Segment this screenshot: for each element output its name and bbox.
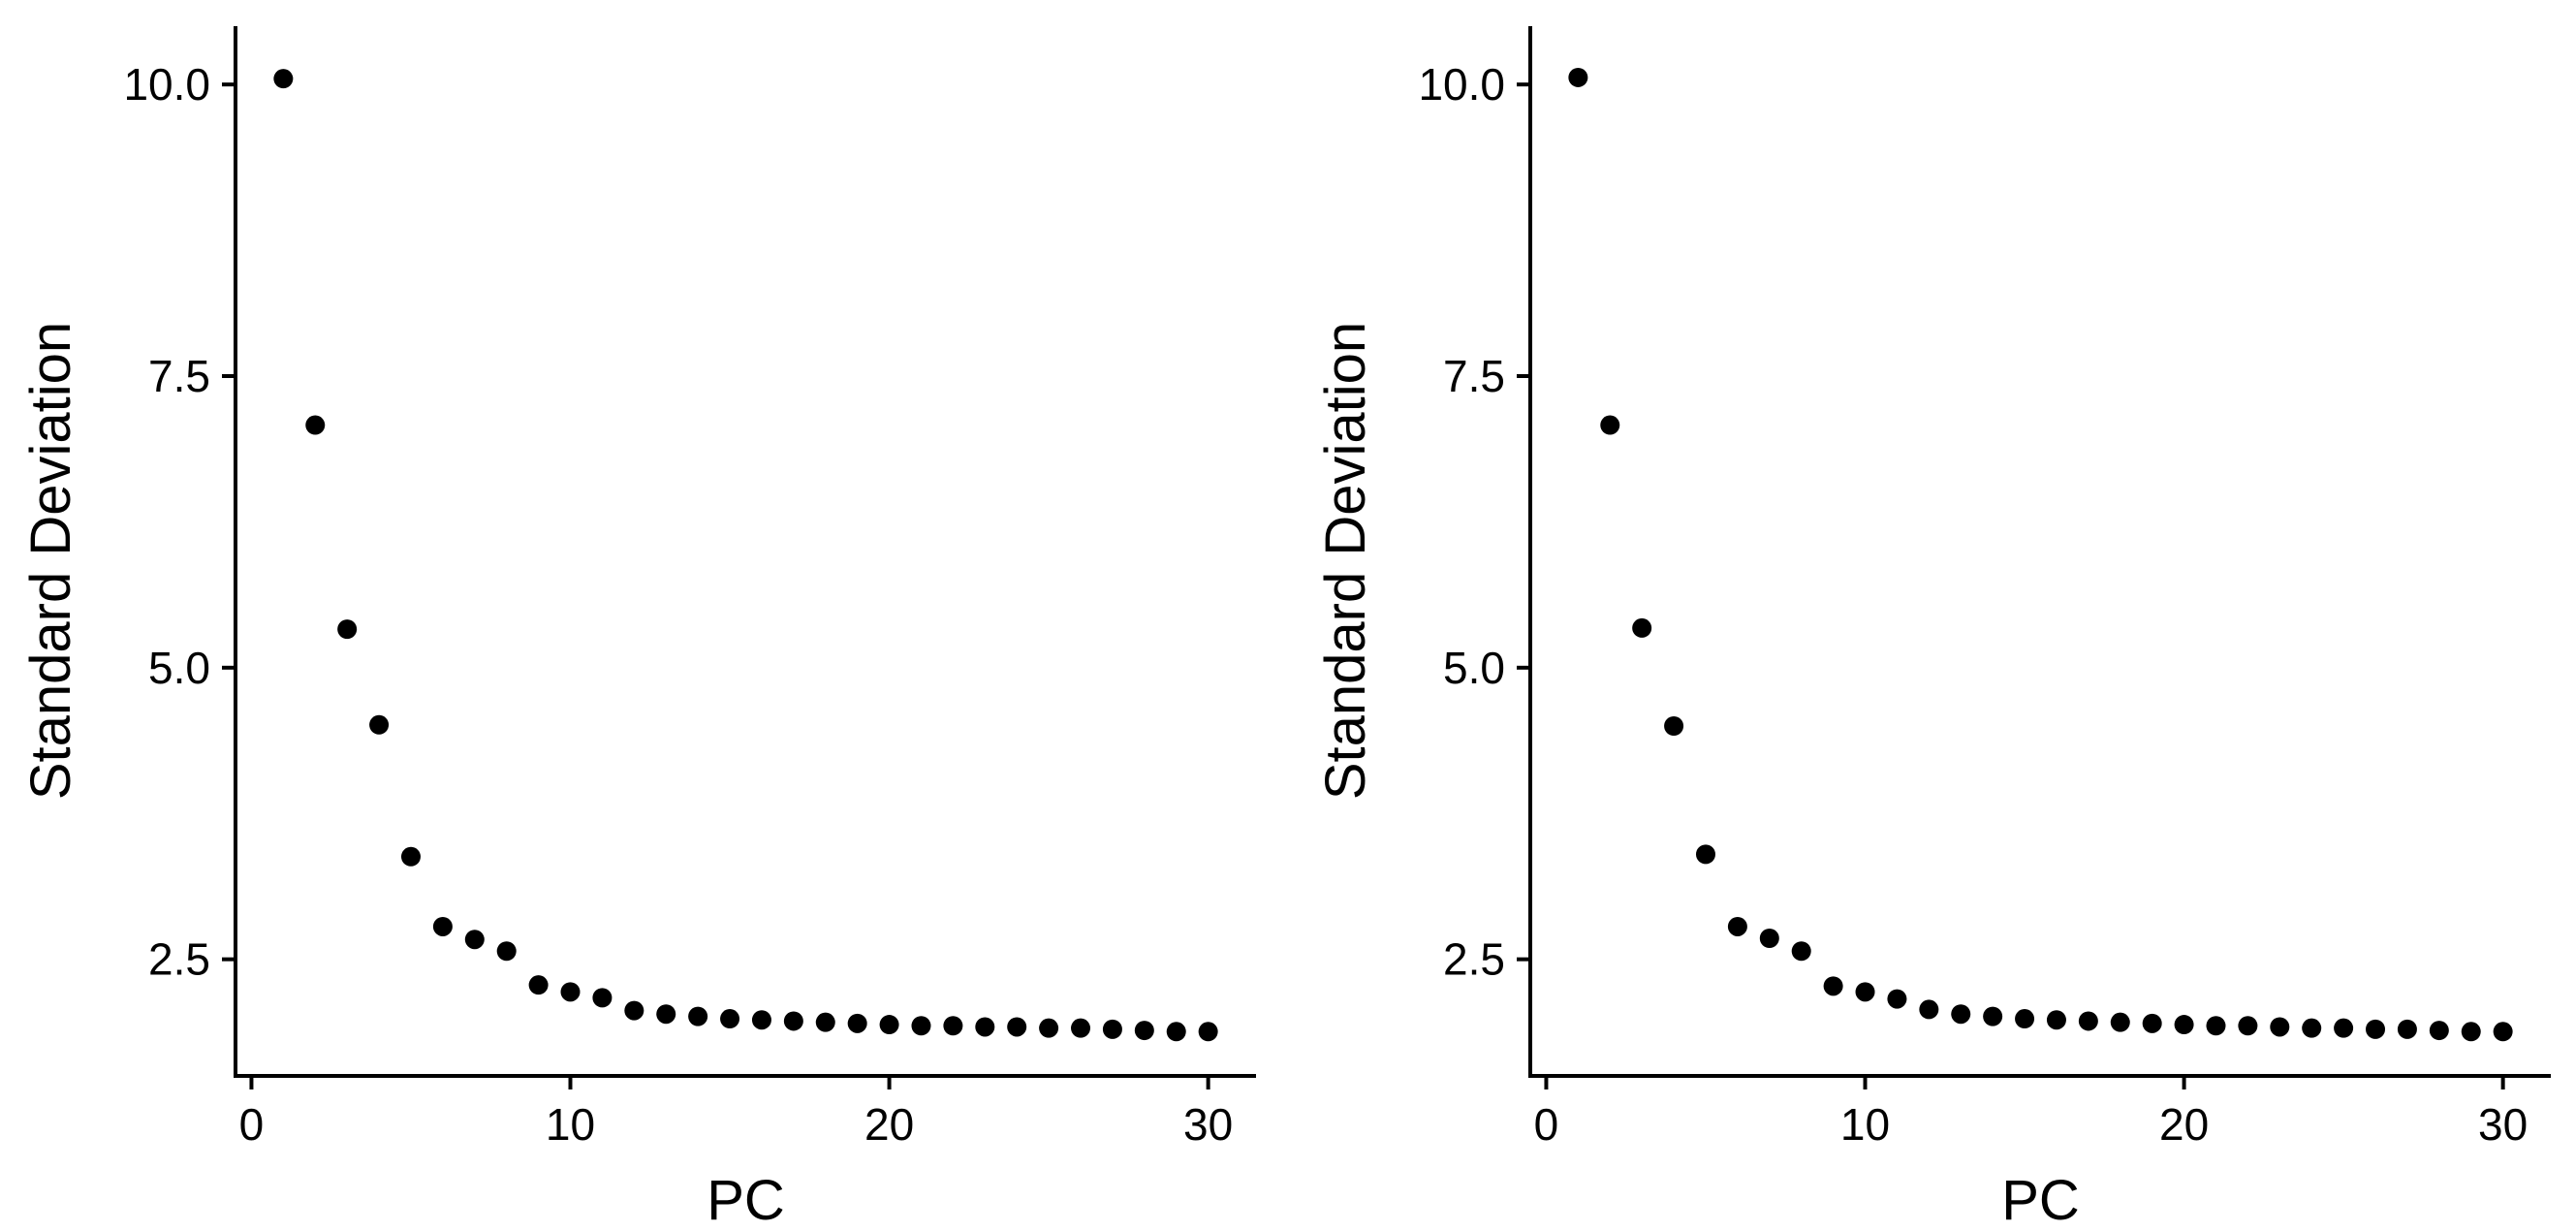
left-x-tick-label: 30 [1183, 1099, 1233, 1150]
left-point-pc3 [337, 619, 358, 640]
right-point-pc11 [1887, 989, 1907, 1009]
right-point-pc20 [2174, 1015, 2194, 1035]
left-point-pc8 [496, 941, 517, 962]
right-x-tick-label: 20 [2159, 1099, 2209, 1150]
left-point-pc22 [943, 1016, 963, 1036]
chart-panel-left: 2.5 5.0 7.5 10.0 0 10 20 30 PC Standard Deviation [19, 26, 1256, 1231]
left-x-tick-label: 10 [546, 1099, 595, 1150]
right-point-pc16 [2046, 1010, 2066, 1030]
left-point-pc28 [1134, 1021, 1154, 1041]
left-point-pc29 [1166, 1022, 1186, 1042]
left-y-tick-label: 10.0 [123, 59, 210, 110]
left-point-pc11 [592, 988, 613, 1008]
right-x-axis-title: PC [2001, 1169, 2080, 1231]
left-point-pc2 [305, 415, 326, 435]
left-point-pc15 [720, 1009, 740, 1029]
left-point-pc18 [815, 1012, 835, 1032]
right-point-pc21 [2206, 1016, 2226, 1036]
scatter-plot-right: 2.5 5.0 7.5 10.0 0 10 20 30 PC Standard Deviation [1314, 26, 2551, 1231]
right-y-tick-label: 5.0 [1443, 643, 1505, 693]
right-point-pc12 [1919, 999, 1939, 1020]
left-y-axis-title: Standard Deviation [19, 322, 82, 800]
left-point-pc4 [369, 714, 390, 735]
right-point-pc10 [1855, 982, 1875, 1002]
right-point-pc19 [2142, 1013, 2162, 1033]
left-point-pc19 [847, 1013, 867, 1033]
right-x-tick-label: 10 [1840, 1099, 1890, 1150]
left-point-pc7 [464, 930, 485, 950]
left-point-pc5 [400, 846, 421, 867]
left-point-pc21 [911, 1016, 931, 1036]
left-y-tick-label: 2.5 [148, 934, 210, 985]
right-point-pc24 [2302, 1018, 2322, 1038]
right-point-pc27 [2397, 1019, 2417, 1039]
right-point-pc13 [1951, 1004, 1971, 1025]
right-point-pc14 [1983, 1006, 2003, 1026]
right-y-tick-label: 10.0 [1418, 59, 1505, 110]
right-point-pc5 [1695, 844, 1715, 865]
right-point-pc18 [2110, 1012, 2130, 1032]
left-point-pc1 [273, 69, 294, 89]
left-y-tick-label: 5.0 [148, 643, 210, 693]
chart-panel-right: 2.5 5.0 7.5 10.0 0 10 20 30 PC Standard Deviation [1295, 0, 2576, 1231]
left-point-pc24 [1007, 1017, 1027, 1037]
left-point-pc6 [432, 916, 453, 936]
left-point-pc17 [783, 1011, 803, 1031]
right-y-tick-label: 7.5 [1443, 351, 1505, 401]
right-point-pc28 [2429, 1021, 2449, 1041]
right-point-pc23 [2270, 1017, 2290, 1037]
right-point-pc1 [1568, 67, 1588, 87]
right-y-axis-title: Standard Deviation [1314, 322, 1377, 800]
left-point-pc20 [879, 1015, 899, 1035]
left-point-pc25 [1039, 1018, 1059, 1038]
right-point-pc15 [2015, 1009, 2035, 1029]
right-point-pc30 [2493, 1022, 2513, 1042]
right-point-pc25 [2334, 1018, 2354, 1038]
scatter-plot-left: 2.5 5.0 7.5 10.0 0 10 20 30 PC Standard Deviation [19, 26, 1256, 1231]
left-x-axis-title: PC [707, 1169, 785, 1231]
right-x-tick-label: 30 [2478, 1099, 2528, 1150]
right-point-pc9 [1823, 976, 1843, 996]
left-point-pc14 [688, 1006, 708, 1026]
left-point-pc23 [975, 1017, 995, 1037]
right-point-pc2 [1600, 415, 1620, 435]
right-point-pc8 [1791, 941, 1811, 962]
left-point-pc9 [528, 975, 549, 995]
left-point-pc16 [751, 1010, 771, 1030]
right-y-tick-label: 2.5 [1443, 934, 1505, 985]
right-point-pc29 [2461, 1022, 2481, 1042]
right-point-pc6 [1727, 916, 1747, 936]
right-x-tick-label: 0 [1534, 1099, 1559, 1150]
left-point-pc12 [624, 1000, 644, 1021]
left-point-pc10 [560, 982, 581, 1002]
right-point-pc4 [1664, 716, 1684, 736]
left-x-tick-label: 0 [239, 1099, 265, 1150]
right-point-pc22 [2238, 1016, 2258, 1036]
right-point-pc7 [1759, 929, 1779, 949]
left-point-pc27 [1102, 1019, 1122, 1039]
left-point-pc13 [656, 1004, 676, 1025]
right-point-pc3 [1632, 617, 1652, 638]
right-point-pc17 [2078, 1011, 2098, 1031]
left-x-tick-label: 20 [864, 1099, 914, 1150]
left-point-pc30 [1198, 1022, 1218, 1042]
right-point-pc26 [2366, 1019, 2386, 1039]
left-y-tick-label: 7.5 [148, 351, 210, 401]
left-point-pc26 [1071, 1018, 1091, 1038]
